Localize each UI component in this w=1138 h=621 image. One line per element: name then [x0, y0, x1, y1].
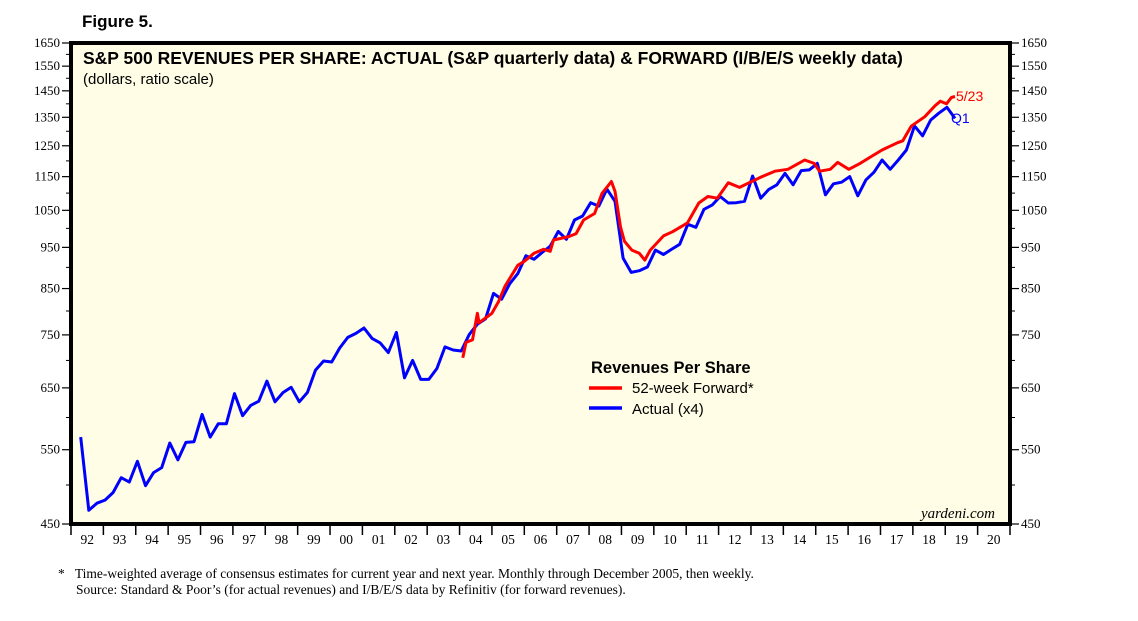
y-tick-label-right: 450 [1021, 516, 1041, 531]
y-tick-label-left: 750 [41, 327, 61, 342]
x-tick-label: 07 [566, 532, 580, 547]
x-tick-label: 08 [599, 532, 613, 547]
x-tick-label: 09 [631, 532, 645, 547]
figure-label: Figure 5. [82, 12, 153, 31]
y-tick-label-right: 1050 [1021, 202, 1047, 217]
y-tick-label-left: 650 [41, 380, 61, 395]
x-tick-label: 03 [437, 532, 451, 547]
y-tick-label-left: 1650 [34, 35, 60, 50]
legend-title: Revenues Per Share [591, 359, 751, 377]
x-tick-label: 99 [307, 532, 321, 547]
y-tick-label-right: 750 [1021, 327, 1041, 342]
y-tick-label-left: 850 [41, 281, 61, 296]
chart-subtitle: (dollars, ratio scale) [83, 71, 214, 88]
actual-end-label: Q1 [951, 110, 970, 126]
y-tick-label-left: 450 [41, 516, 61, 531]
x-tick-label: 15 [825, 532, 839, 547]
x-tick-label: 02 [404, 532, 418, 547]
legend: Revenues Per Share 52-week Forward* Actu… [589, 359, 754, 418]
legend-label-actual: Actual (x4) [632, 401, 704, 418]
footnote-star: * [58, 566, 65, 581]
y-tick-label-right: 650 [1021, 380, 1041, 395]
y-tick-label-right: 1250 [1021, 138, 1047, 153]
forward-revenues-line [461, 95, 956, 359]
y-axis-left: 1650 1550 1450 1350 1250 1150 1050 950 850 750 650… [34, 35, 71, 531]
y-axis-right: 1650 1550 1450 1350 1250 1150 1050 950 850 750 650… [1010, 35, 1047, 531]
x-tick-label: 92 [80, 532, 94, 547]
x-tick-label: 94 [145, 532, 159, 547]
y-tick-label-left: 950 [41, 239, 61, 254]
x-tick-label: 13 [760, 532, 774, 547]
y-tick-label-right: 1450 [1021, 83, 1047, 98]
y-tick-label-right: 1650 [1021, 35, 1047, 50]
x-tick-label: 97 [242, 532, 256, 547]
x-tick-label: 20 [987, 532, 1001, 547]
actual-revenues-line [79, 105, 957, 512]
x-tick-label: 00 [339, 532, 353, 547]
x-tick-label: 11 [696, 532, 709, 547]
y-tick-label-left: 1250 [34, 138, 60, 153]
x-tick-label: 96 [210, 532, 224, 547]
plot-frame [69, 41, 1012, 526]
series-layer [79, 95, 957, 512]
legend-label-forward: 52-week Forward* [632, 380, 754, 397]
y-tick-label-left: 1550 [34, 58, 60, 73]
y-tick-label-left: 550 [41, 442, 61, 457]
x-tick-label: 18 [922, 532, 936, 547]
y-tick-label-right: 1150 [1021, 169, 1047, 184]
chart-title: S&P 500 REVENUES PER SHARE: ACTUAL (S&P … [83, 48, 903, 68]
x-tick-label: 95 [178, 532, 192, 547]
x-tick-label: 14 [793, 532, 807, 547]
x-tick-label: 12 [728, 532, 742, 547]
y-tick-label-left: 1050 [34, 202, 60, 217]
y-tick-label-right: 1350 [1021, 109, 1047, 124]
x-tick-label: 10 [663, 532, 677, 547]
y-tick-label-left: 1350 [34, 109, 60, 124]
plot-background [71, 43, 1010, 524]
x-tick-label: 93 [113, 532, 127, 547]
y-tick-label-right: 1550 [1021, 58, 1047, 73]
footnote-source: Source: Standard & Poor’s (for actual re… [76, 582, 626, 597]
x-axis: 92 93 94 95 96 97 98 99 00 01 02 03 04 05 06 07 08 09 10 11… [70, 524, 1011, 547]
x-tick-label: 17 [890, 532, 904, 547]
forward-end-label: 5/23 [956, 88, 983, 104]
y-tick-label-left: 1450 [34, 83, 60, 98]
y-tick-label-right: 550 [1021, 442, 1041, 457]
x-tick-label: 01 [372, 532, 386, 547]
x-tick-label: 19 [955, 532, 969, 547]
x-tick-label: 05 [501, 532, 515, 547]
x-tick-label: 16 [858, 532, 872, 547]
y-tick-label-right: 850 [1021, 281, 1041, 296]
watermark: yardeni.com [919, 506, 995, 522]
footnote-text: Time-weighted average of consensus estim… [74, 566, 754, 581]
y-tick-label-left: 1150 [34, 169, 60, 184]
x-tick-label: 98 [275, 532, 289, 547]
footnote-1: * Time-weighted average of consensus est… [58, 566, 754, 582]
x-tick-label: 04 [469, 532, 483, 547]
y-tick-label-right: 950 [1021, 239, 1041, 254]
x-tick-label: 06 [534, 532, 548, 547]
